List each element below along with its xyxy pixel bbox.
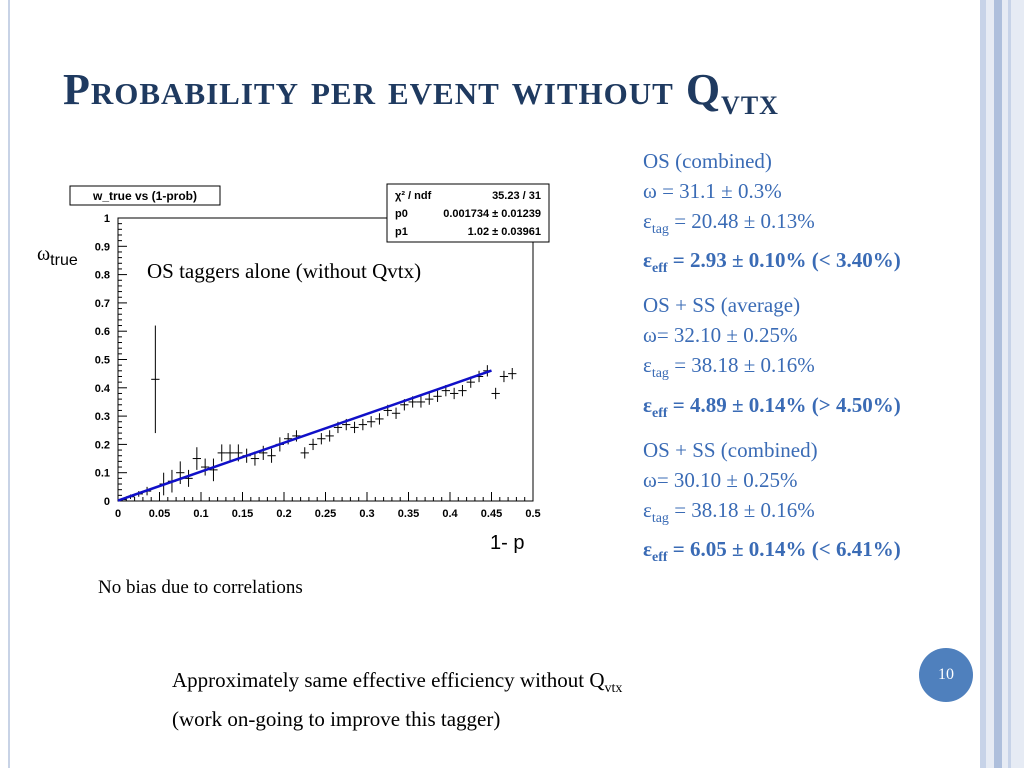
fit-stats-value: 1.02 ± 0.03961 — [468, 226, 541, 238]
y-tick-label: 0.1 — [95, 468, 110, 480]
stats-eff: εeff = 6.05 ± 0.14% (< 6.41%) — [643, 534, 901, 573]
x-tick-label: 0.3 — [359, 508, 374, 520]
y-tick-label: 0 — [104, 496, 110, 508]
stats-tag: εtag = 38.18 ± 0.16% — [643, 495, 901, 534]
y-tick-label: 1 — [104, 213, 110, 225]
tag-value: = 38.18 ± 0.16% — [668, 353, 815, 378]
stats-header: OS (combined) — [643, 149, 772, 173]
tag-subscript: tag — [651, 366, 669, 382]
slide-title-text: Probability per event without Q — [63, 65, 722, 114]
eff-subscript: eff — [651, 261, 668, 277]
y-tick-label: 0.8 — [95, 270, 110, 282]
stats-header: OS + SS (average) — [643, 293, 801, 318]
x-tick-label: 0.5 — [525, 508, 540, 520]
y-tick-label: 0.2 — [95, 439, 110, 451]
fit-stats-box — [386, 183, 550, 243]
fit-stats-label: p1 — [395, 226, 408, 238]
stats-tag: εtag = 20.48 ± 0.13% — [643, 206, 901, 245]
eff-subscript: eff — [651, 550, 668, 566]
y-tick-label: 0.3 — [95, 411, 110, 423]
y-tick-label: 0.9 — [95, 241, 110, 253]
page-number-badge: 10 — [919, 648, 973, 702]
eff-subscript: eff — [651, 405, 668, 421]
x-tick-label: 0.45 — [481, 508, 502, 520]
slide-title: Probability per event without QVTX — [63, 64, 779, 121]
bottom-line-1: Approximately same effective efficiency … — [172, 665, 622, 704]
slide-title-subscript: VTX — [721, 90, 779, 120]
stats-block-os-ss-average: OS + SS (average) ω= 32.10 ± 0.25% εtag … — [643, 290, 901, 428]
stats-omega: ω= 30.10 ± 0.25% — [643, 467, 798, 492]
x-tick-label: 0.1 — [193, 508, 208, 520]
tag-symbol: ε — [643, 353, 652, 378]
tag-symbol: ε — [643, 209, 652, 233]
fit-stats-label: χ² / ndf — [395, 190, 432, 202]
fit-line — [117, 369, 492, 502]
eff-symbol: ε — [643, 248, 652, 273]
stats-block-os-ss-combined: OS + SS (combined) ω= 30.10 ± 0.25% εtag… — [643, 435, 901, 573]
bottom-line-1-subscript: vtx — [604, 681, 623, 697]
tag-value: = 20.48 ± 0.13% — [668, 209, 815, 233]
y-tick-label: 0.6 — [95, 326, 110, 338]
y-tick-label: 0.4 — [95, 383, 111, 395]
y-axis-subscript: true — [50, 252, 78, 269]
y-axis-symbol: ω — [37, 243, 51, 265]
hist-title: w_true vs (1-prob) — [92, 189, 197, 203]
x-tick-label: 0.15 — [232, 508, 253, 520]
bottom-line-2: (work on-going to improve this tagger) — [172, 707, 501, 732]
slide-right-border — [980, 0, 1024, 768]
tag-symbol: ε — [643, 497, 652, 522]
efficiency-stats: OS (combined) ω = 31.1 ± 0.3% εtag = 20.… — [643, 146, 901, 579]
stats-eff: εeff = 2.93 ± 0.10% (< 3.40%) — [643, 245, 901, 284]
tag-subscript: tag — [651, 222, 669, 238]
y-tick-label: 0.7 — [95, 298, 110, 310]
y-tick-label: 0.5 — [95, 355, 110, 367]
plot-frame — [117, 217, 534, 502]
slide-left-border — [0, 0, 10, 768]
bottom-note: Approximately same effective efficiency … — [172, 665, 622, 734]
eff-value: = 6.05 ± 0.14% (< 6.41%) — [667, 536, 901, 561]
tag-value: = 38.18 ± 0.16% — [668, 497, 815, 522]
x-tick-label: 0 — [115, 508, 121, 520]
no-bias-note: No bias due to correlations — [98, 577, 303, 598]
eff-value: = 4.89 ± 0.14% (> 4.50%) — [667, 392, 901, 417]
stats-omega: ω= 32.10 ± 0.25% — [643, 323, 798, 348]
stats-omega: ω = 31.1 ± 0.3% — [643, 179, 782, 203]
stats-block-os-combined: OS (combined) ω = 31.1 ± 0.3% εtag = 20.… — [643, 146, 901, 284]
stats-header: OS + SS (combined) — [643, 437, 818, 462]
scatter-chart: 0 0.05 0.1 0.15 0.2 0.25 0.3 0.35 0.4 0.45 0.5 0 0.1… — [69, 183, 550, 520]
x-tick-label: 0.2 — [276, 508, 291, 520]
y-axis-title: ωtrue — [37, 243, 78, 270]
x-tick-label: 0.25 — [315, 508, 336, 520]
x-tick-label: 0.05 — [149, 508, 170, 520]
border-stripe — [994, 0, 1002, 768]
border-stripe — [980, 0, 986, 768]
bottom-line-1-text: Approximately same effective efficiency … — [172, 668, 605, 692]
fit-stats-value: 35.23 / 31 — [492, 190, 541, 202]
x-tick-label: 0.35 — [398, 508, 419, 520]
eff-symbol: ε — [643, 392, 652, 417]
border-stripe — [1008, 0, 1011, 768]
chart-annotation: OS taggers alone (without Qvtx) — [147, 259, 422, 283]
fit-stats-label: p0 — [395, 208, 408, 220]
hist-title-box — [69, 185, 221, 206]
stats-eff: εeff = 4.89 ± 0.14% (> 4.50%) — [643, 390, 901, 429]
stats-tag: εtag = 38.18 ± 0.16% — [643, 350, 901, 389]
tag-subscript: tag — [651, 510, 669, 526]
eff-value: = 2.93 ± 0.10% (< 3.40%) — [667, 248, 901, 273]
eff-symbol: ε — [643, 536, 652, 561]
x-tick-label: 0.4 — [442, 508, 458, 520]
fit-stats-value: 0.001734 ± 0.01239 — [443, 208, 541, 220]
x-axis-title: 1- p — [490, 532, 525, 554]
